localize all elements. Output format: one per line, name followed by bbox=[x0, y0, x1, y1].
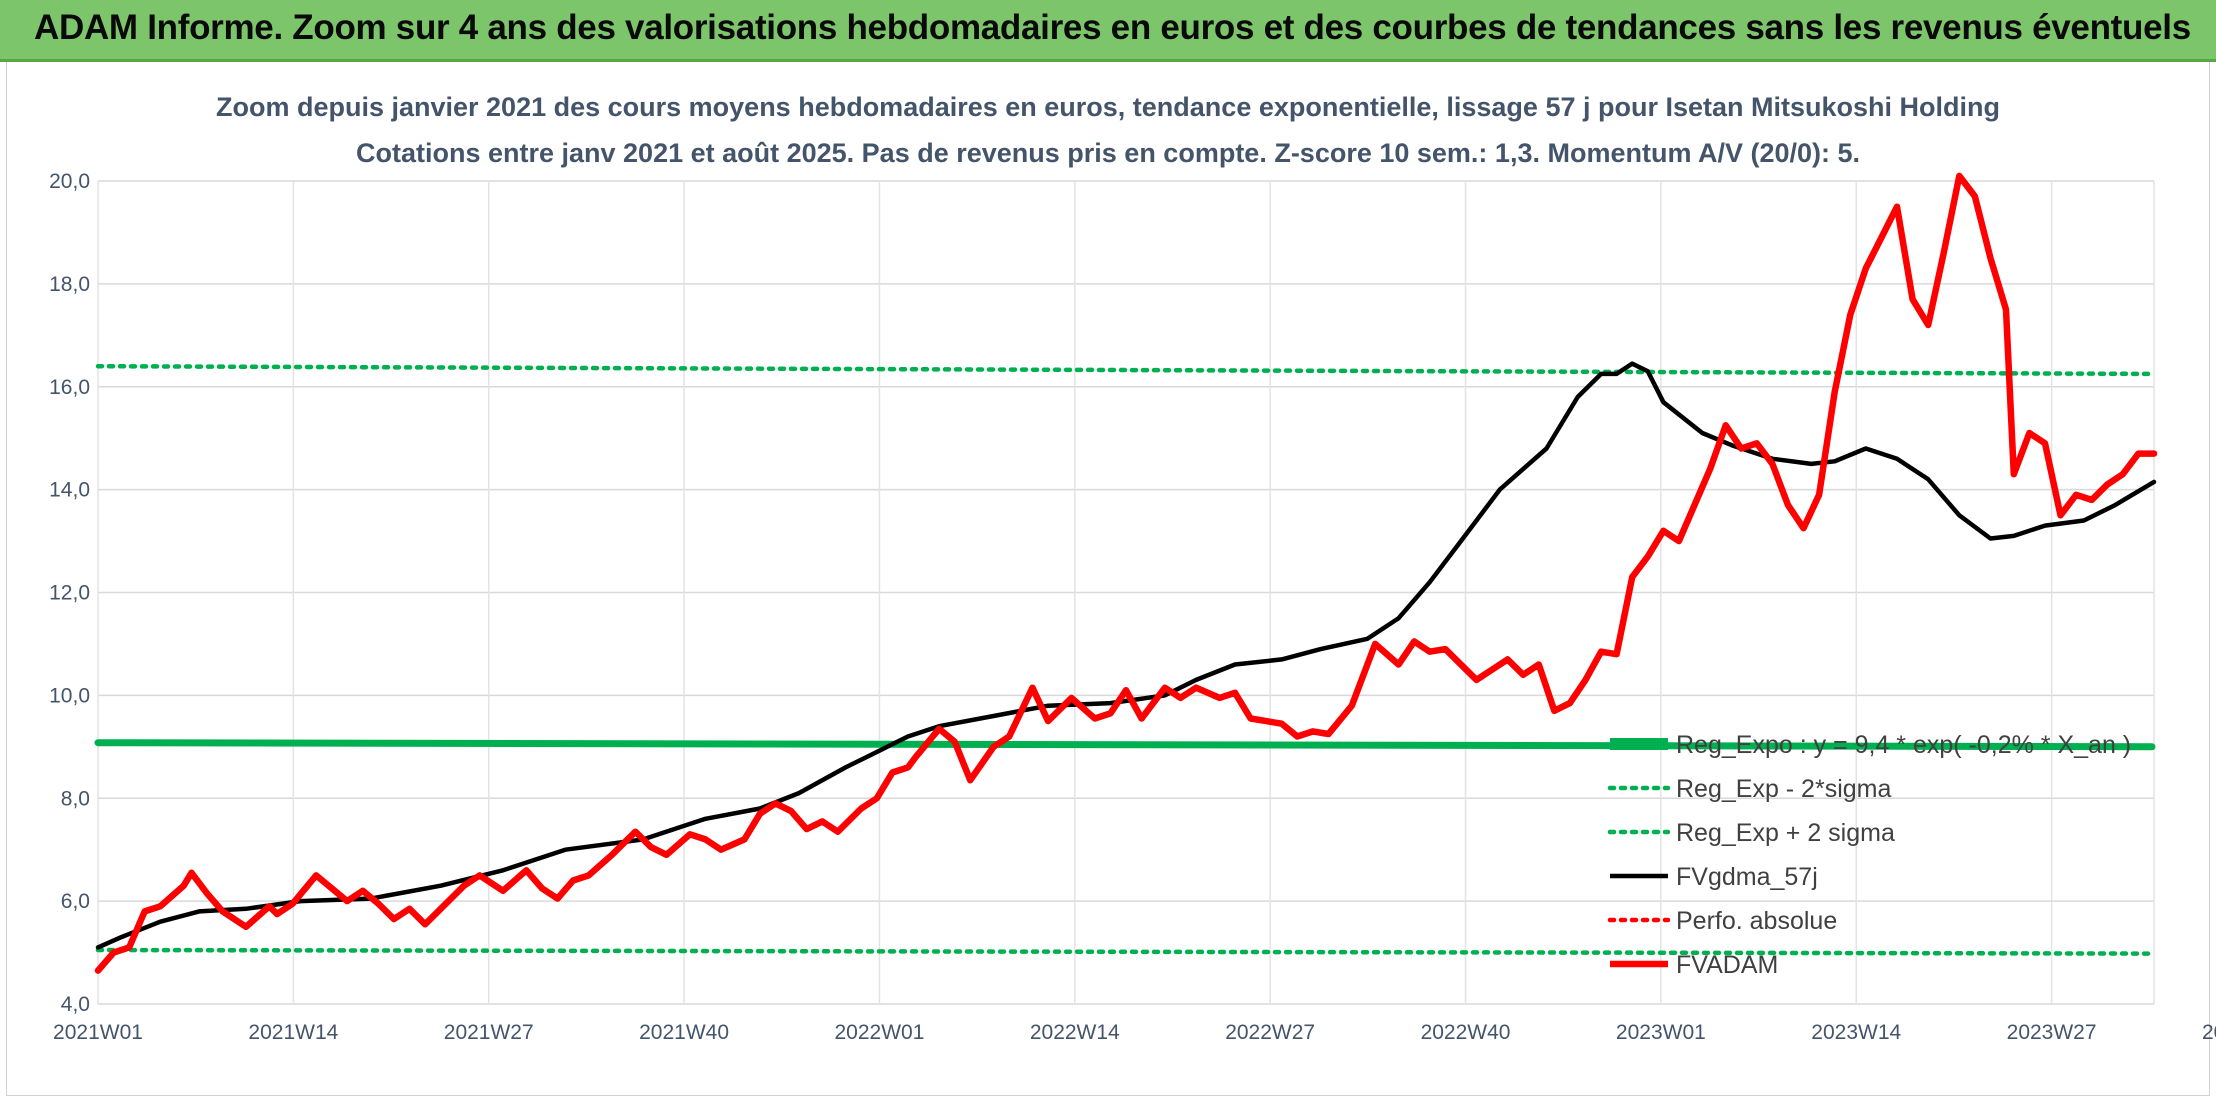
legend-label: Perfo. absolue bbox=[1676, 907, 1837, 935]
series-line-0 bbox=[94, 739, 2156, 751]
x-tick-label: 2022W40 bbox=[1421, 1021, 1511, 1044]
y-tick-label: 18,0 bbox=[49, 273, 90, 296]
chart-subtitle: Cotations entre janv 2021 et août 2025. … bbox=[356, 138, 1860, 168]
x-tick-label: 2023W14 bbox=[1811, 1021, 1901, 1044]
series-line-5 bbox=[94, 172, 2158, 974]
legend-label: FVADAM bbox=[1676, 951, 1778, 979]
y-tick-label: 20,0 bbox=[49, 170, 90, 193]
series-lines bbox=[94, 172, 2158, 974]
x-tick-label: 2021W27 bbox=[444, 1021, 534, 1044]
legend-label: Reg_Exp + 2 sigma bbox=[1676, 819, 1895, 847]
chart-title: Zoom depuis janvier 2021 des cours moyen… bbox=[216, 92, 2000, 122]
page-title: ADAM Informe. Zoom sur 4 ans des valoris… bbox=[34, 8, 2191, 47]
y-tick-label: 4,0 bbox=[61, 993, 90, 1016]
legend: Reg_Expo : y = 9,4 * exp( -0,2% * X_an )… bbox=[1607, 731, 2131, 979]
y-tick-label: 14,0 bbox=[49, 479, 90, 502]
y-tick-label: 10,0 bbox=[49, 684, 90, 707]
x-tick-label: 2022W27 bbox=[1225, 1021, 1315, 1044]
series-line-1 bbox=[95, 947, 2155, 956]
x-tick-label: 2021W14 bbox=[248, 1021, 338, 1044]
x-tick-label: 2023W01 bbox=[1616, 1021, 1706, 1044]
y-axis: 4,0 6,0 8,0 10,0 12,0 14,0 16,0 18,0 20,0 bbox=[49, 170, 90, 1016]
y-tick-label: 12,0 bbox=[49, 582, 90, 605]
x-axis: 2021W01 2021W14 2021W27 2021W40 2022W01 2022W… bbox=[53, 1021, 2216, 1044]
x-tick-label: 2022W14 bbox=[1030, 1021, 1120, 1044]
series-line-2 bbox=[95, 363, 2155, 377]
series-line-3 bbox=[95, 361, 2157, 950]
y-tick-label: 8,0 bbox=[61, 787, 90, 810]
legend-label: Reg_Exp - 2*sigma bbox=[1676, 775, 1891, 803]
x-tick-label: 2021W40 bbox=[639, 1021, 729, 1044]
x-tick-label: 2023W40 bbox=[2202, 1021, 2216, 1044]
chart-frame bbox=[6, 62, 2210, 1096]
legend-label: Reg_Expo : y = 9,4 * exp( -0,2% * X_an ) bbox=[1676, 731, 2131, 759]
x-tick-label: 2022W01 bbox=[834, 1021, 924, 1044]
y-tick-label: 16,0 bbox=[49, 376, 90, 399]
y-tick-label: 6,0 bbox=[61, 890, 90, 913]
legend-label: FVgdma_57j bbox=[1676, 863, 1818, 891]
x-tick-label: 2021W01 bbox=[53, 1021, 143, 1044]
header-banner: ADAM Informe. Zoom sur 4 ans des valoris… bbox=[0, 0, 2216, 62]
x-tick-label: 2023W27 bbox=[2007, 1021, 2097, 1044]
gridlines bbox=[97, 180, 2155, 1005]
